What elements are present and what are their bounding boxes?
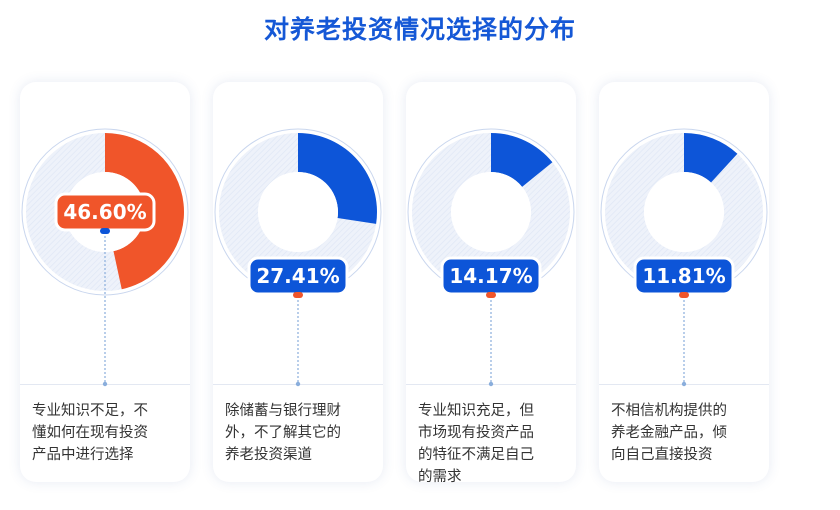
donut-slice [298, 133, 377, 224]
option-description-1: 专业知识不足，不 懂如何在现有投资 产品中进行选择 [32, 403, 148, 463]
badge-connector [293, 292, 303, 298]
badge-connector [679, 292, 689, 298]
value-label: 11.81% [642, 264, 725, 288]
donut-track [604, 133, 763, 291]
donut-hole [644, 172, 724, 252]
donut-slice [105, 133, 185, 290]
donut-slice [491, 133, 553, 187]
chart-title: 对养老投资情况选择的分布 [263, 15, 576, 44]
guide-end-dot [102, 381, 108, 387]
guide-end-dot [681, 381, 687, 387]
guide-end-dot [488, 381, 494, 387]
donut-slice [684, 133, 738, 183]
value-label: 46.60% [63, 200, 146, 224]
badge-connector [100, 228, 110, 234]
option-description-3: 专业知识充足，但 市场现有投资产品 的特征不满足自己 的需求 [418, 403, 534, 485]
value-label: 27.41% [256, 264, 339, 288]
value-label: 14.17% [449, 264, 532, 288]
donut-hole [258, 172, 338, 252]
badge-connector [486, 292, 496, 298]
donut-outer-ring [21, 128, 189, 296]
option-description-2: 除储蓄与银行理财 外，不了解其它的 养老投资渠道 [225, 403, 341, 463]
guide-end-dot [295, 381, 301, 387]
option-description-4: 不相信机构提供的 养老金融产品，倾 向自己直接投资 [611, 403, 727, 463]
donut-hole [451, 172, 531, 252]
